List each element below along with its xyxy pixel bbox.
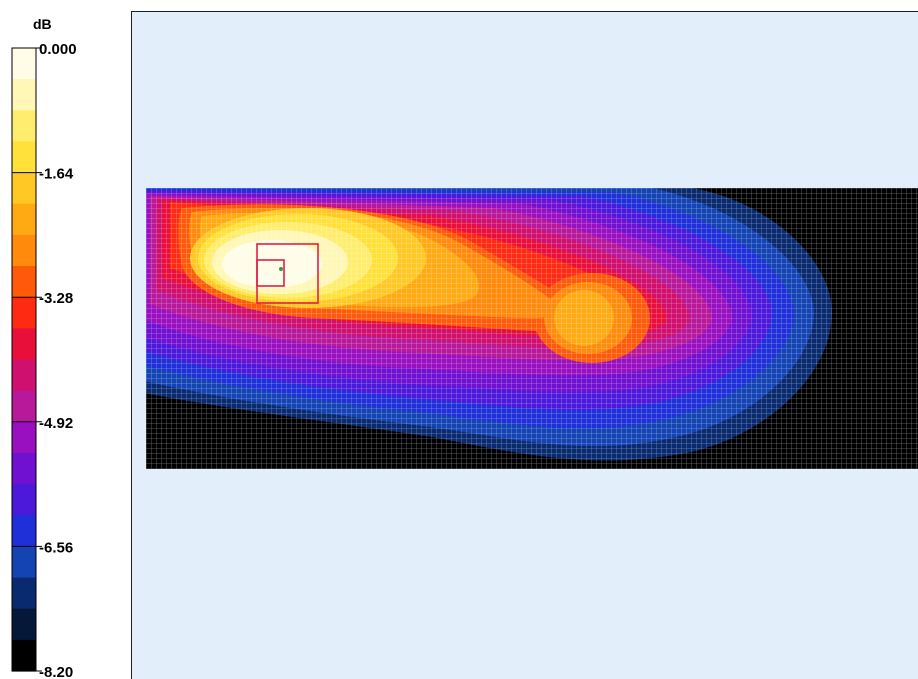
colorbar-tick-label: -6.56	[39, 539, 73, 556]
colorbar-tick-labels: 0.000 -1.64 -3.28 -4.92 -6.56 -8.20	[39, 41, 77, 679]
colorbar-tick-label: -3.28	[39, 290, 73, 307]
colorbar-swatch	[12, 639, 36, 672]
colorbar-swatch	[12, 203, 36, 236]
measurement-grid	[146, 188, 918, 469]
colorbar-swatch	[12, 608, 36, 641]
colorbar-swatch	[12, 48, 36, 80]
colorbar-swatch	[12, 421, 36, 454]
colorbar-tick-label: -4.92	[39, 415, 73, 432]
colorbar-swatch	[12, 328, 36, 361]
field-map	[132, 12, 918, 679]
colorbar-swatch	[12, 110, 36, 143]
probe-point-marker	[279, 267, 283, 271]
colorbar-legend: dB 0.000 -1.64 -3.28 -4.92 -6.56 -8.20	[11, 16, 77, 679]
colorbar-swatch	[12, 515, 36, 547]
colorbar-swatch	[12, 172, 36, 205]
colorbar-swatch	[12, 359, 36, 392]
colorbar-tick-label: -8.20	[39, 664, 73, 679]
colorbar-tick-label: 0.000	[39, 41, 77, 58]
colorbar-swatch	[12, 577, 36, 610]
colorbar-swatch	[12, 79, 36, 111]
colorbar-tick-label: -1.64	[39, 166, 74, 183]
colorbar-swatch	[12, 266, 36, 298]
plot-area	[131, 11, 918, 679]
colorbar-swatch	[12, 452, 36, 485]
colorbar-unit-label: dB	[33, 16, 52, 32]
colorbar-swatches	[12, 48, 36, 672]
colorbar-swatch	[12, 390, 36, 423]
colorbar-ticks	[12, 47, 42, 672]
colorbar-swatch	[12, 141, 36, 174]
inner-frame-marker	[256, 259, 285, 287]
colorbar-swatch	[12, 297, 36, 329]
colorbar-swatch	[12, 484, 36, 516]
colorbar-swatch	[12, 234, 36, 267]
colorbar-swatch	[12, 546, 36, 579]
